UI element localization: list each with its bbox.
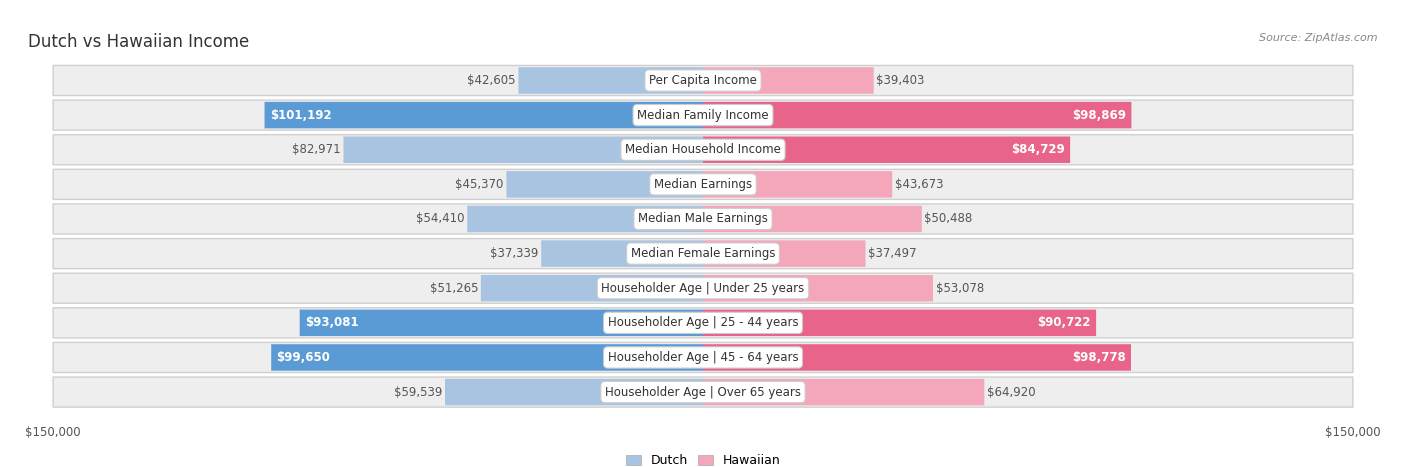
- FancyBboxPatch shape: [703, 275, 934, 302]
- FancyBboxPatch shape: [53, 273, 1353, 303]
- FancyBboxPatch shape: [703, 102, 1132, 128]
- Text: $59,539: $59,539: [394, 386, 443, 398]
- FancyBboxPatch shape: [271, 344, 703, 371]
- Text: $98,869: $98,869: [1073, 109, 1126, 121]
- Text: Householder Age | Under 25 years: Householder Age | Under 25 years: [602, 282, 804, 295]
- FancyBboxPatch shape: [703, 67, 873, 94]
- Text: Median Family Income: Median Family Income: [637, 109, 769, 121]
- Text: $50,488: $50,488: [924, 212, 973, 226]
- Legend: Dutch, Hawaiian: Dutch, Hawaiian: [620, 449, 786, 467]
- FancyBboxPatch shape: [53, 377, 1353, 407]
- Text: $39,403: $39,403: [876, 74, 925, 87]
- Text: Median Male Earnings: Median Male Earnings: [638, 212, 768, 226]
- Text: $82,971: $82,971: [292, 143, 340, 156]
- FancyBboxPatch shape: [703, 241, 866, 267]
- Text: $90,722: $90,722: [1038, 316, 1091, 329]
- Text: Householder Age | 45 - 64 years: Householder Age | 45 - 64 years: [607, 351, 799, 364]
- FancyBboxPatch shape: [703, 171, 893, 198]
- FancyBboxPatch shape: [519, 67, 703, 94]
- FancyBboxPatch shape: [467, 206, 703, 232]
- Text: $37,497: $37,497: [868, 247, 917, 260]
- FancyBboxPatch shape: [703, 310, 1097, 336]
- FancyBboxPatch shape: [446, 379, 703, 405]
- FancyBboxPatch shape: [506, 171, 703, 198]
- Text: $45,370: $45,370: [456, 178, 503, 191]
- FancyBboxPatch shape: [53, 100, 1353, 130]
- FancyBboxPatch shape: [264, 102, 703, 128]
- FancyBboxPatch shape: [703, 136, 1070, 163]
- FancyBboxPatch shape: [53, 170, 1353, 199]
- Text: $54,410: $54,410: [416, 212, 464, 226]
- FancyBboxPatch shape: [53, 65, 1353, 96]
- Text: Median Earnings: Median Earnings: [654, 178, 752, 191]
- Text: $93,081: $93,081: [305, 316, 359, 329]
- FancyBboxPatch shape: [299, 310, 703, 336]
- Text: Median Household Income: Median Household Income: [626, 143, 780, 156]
- Text: $64,920: $64,920: [987, 386, 1036, 398]
- Text: $37,339: $37,339: [491, 247, 538, 260]
- Text: $53,078: $53,078: [935, 282, 984, 295]
- Text: $101,192: $101,192: [270, 109, 332, 121]
- Text: Per Capita Income: Per Capita Income: [650, 74, 756, 87]
- Text: $43,673: $43,673: [894, 178, 943, 191]
- FancyBboxPatch shape: [541, 241, 703, 267]
- FancyBboxPatch shape: [53, 134, 1353, 165]
- FancyBboxPatch shape: [703, 344, 1130, 371]
- FancyBboxPatch shape: [53, 342, 1353, 373]
- Text: $98,778: $98,778: [1071, 351, 1126, 364]
- FancyBboxPatch shape: [53, 239, 1353, 269]
- Text: Source: ZipAtlas.com: Source: ZipAtlas.com: [1260, 33, 1378, 42]
- Text: Dutch vs Hawaiian Income: Dutch vs Hawaiian Income: [28, 33, 249, 51]
- FancyBboxPatch shape: [703, 379, 984, 405]
- Text: $42,605: $42,605: [467, 74, 516, 87]
- Text: Householder Age | Over 65 years: Householder Age | Over 65 years: [605, 386, 801, 398]
- Text: Median Female Earnings: Median Female Earnings: [631, 247, 775, 260]
- FancyBboxPatch shape: [703, 206, 922, 232]
- Text: $99,650: $99,650: [277, 351, 330, 364]
- FancyBboxPatch shape: [53, 308, 1353, 338]
- FancyBboxPatch shape: [343, 136, 703, 163]
- FancyBboxPatch shape: [53, 204, 1353, 234]
- Text: $51,265: $51,265: [430, 282, 478, 295]
- FancyBboxPatch shape: [481, 275, 703, 302]
- Text: $84,729: $84,729: [1011, 143, 1064, 156]
- Text: Householder Age | 25 - 44 years: Householder Age | 25 - 44 years: [607, 316, 799, 329]
